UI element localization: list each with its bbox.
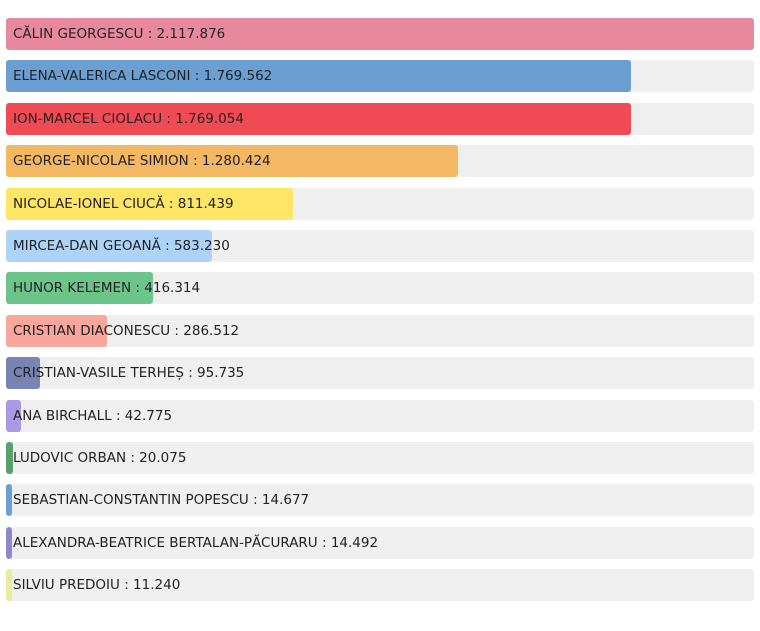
bar-track: GEORGE-NICOLAE SIMION : 1.280.424 <box>6 145 754 178</box>
bar <box>6 18 754 50</box>
bar <box>6 569 12 602</box>
bar-track: LUDOVIC ORBAN : 20.075 <box>6 441 754 474</box>
bar <box>6 187 293 220</box>
bar-label: MIRCEA-DAN GEOANĂ : 583.230 <box>13 237 230 254</box>
bar-track: SEBASTIAN-CONSTANTIN POPESCU : 14.677 <box>6 484 754 517</box>
bar <box>6 314 108 347</box>
bar <box>6 441 14 474</box>
bar-track: CĂLIN GEORGESCU : 2.117.876 <box>6 18 754 50</box>
bar-label: HUNOR KELEMEN : 416.314 <box>13 280 201 297</box>
bar-label: ANA BIRCHALL : 42.775 <box>13 407 173 424</box>
bar <box>6 102 631 135</box>
bar-track: ELENA-VALERICA LASCONI : 1.769.562 <box>6 60 754 93</box>
bar-track: MIRCEA-DAN GEOANĂ : 583.230 <box>6 229 754 262</box>
bar-label: CRISTIAN DIACONESCU : 286.512 <box>13 322 240 339</box>
bar-label: NICOLAE-IONEL CIUCĂ : 811.439 <box>13 195 234 212</box>
bar-label: ALEXANDRA-BEATRICE BERTALAN-PĂCURARU : 1… <box>13 534 379 551</box>
bar <box>6 145 459 178</box>
bar <box>6 272 154 305</box>
bar <box>6 526 12 559</box>
bar-track: HUNOR KELEMEN : 416.314 <box>6 272 754 305</box>
bar-track: SILVIU PREDOIU : 11.240 <box>6 569 754 602</box>
bar-track: ANA BIRCHALL : 42.775 <box>6 399 754 432</box>
bar-label: CRISTIAN-VASILE TERHEȘ : 95.735 <box>13 365 245 382</box>
bar-track: ALEXANDRA-BEATRICE BERTALAN-PĂCURARU : 1… <box>6 526 754 559</box>
bar-label: SILVIU PREDOIU : 11.240 <box>13 577 181 594</box>
bar-track: CRISTIAN DIACONESCU : 286.512 <box>6 314 754 347</box>
bar <box>6 60 631 93</box>
bar-label: ELENA-VALERICA LASCONI : 1.769.562 <box>13 68 273 85</box>
bar <box>6 357 40 390</box>
bar-label: SEBASTIAN-CONSTANTIN POPESCU : 14.677 <box>13 492 310 509</box>
bar <box>6 229 212 262</box>
bar-track: CRISTIAN-VASILE TERHEȘ : 95.735 <box>6 357 754 390</box>
bar-label: LUDOVIC ORBAN : 20.075 <box>13 449 187 466</box>
bar <box>6 399 22 432</box>
bar-label: CĂLIN GEORGESCU : 2.117.876 <box>13 26 226 42</box>
results-bar-chart: CĂLIN GEORGESCU : 2.117.876 ELENA-VALERIC… <box>6 18 754 611</box>
bar-label: GEORGE-NICOLAE SIMION : 1.280.424 <box>13 153 271 170</box>
bar-track: NICOLAE-IONEL CIUCĂ : 811.439 <box>6 187 754 220</box>
bar-label: ION-MARCEL CIOLACU : 1.769.054 <box>13 110 244 127</box>
bar <box>6 484 12 517</box>
bar-track: ION-MARCEL CIOLACU : 1.769.054 <box>6 102 754 135</box>
